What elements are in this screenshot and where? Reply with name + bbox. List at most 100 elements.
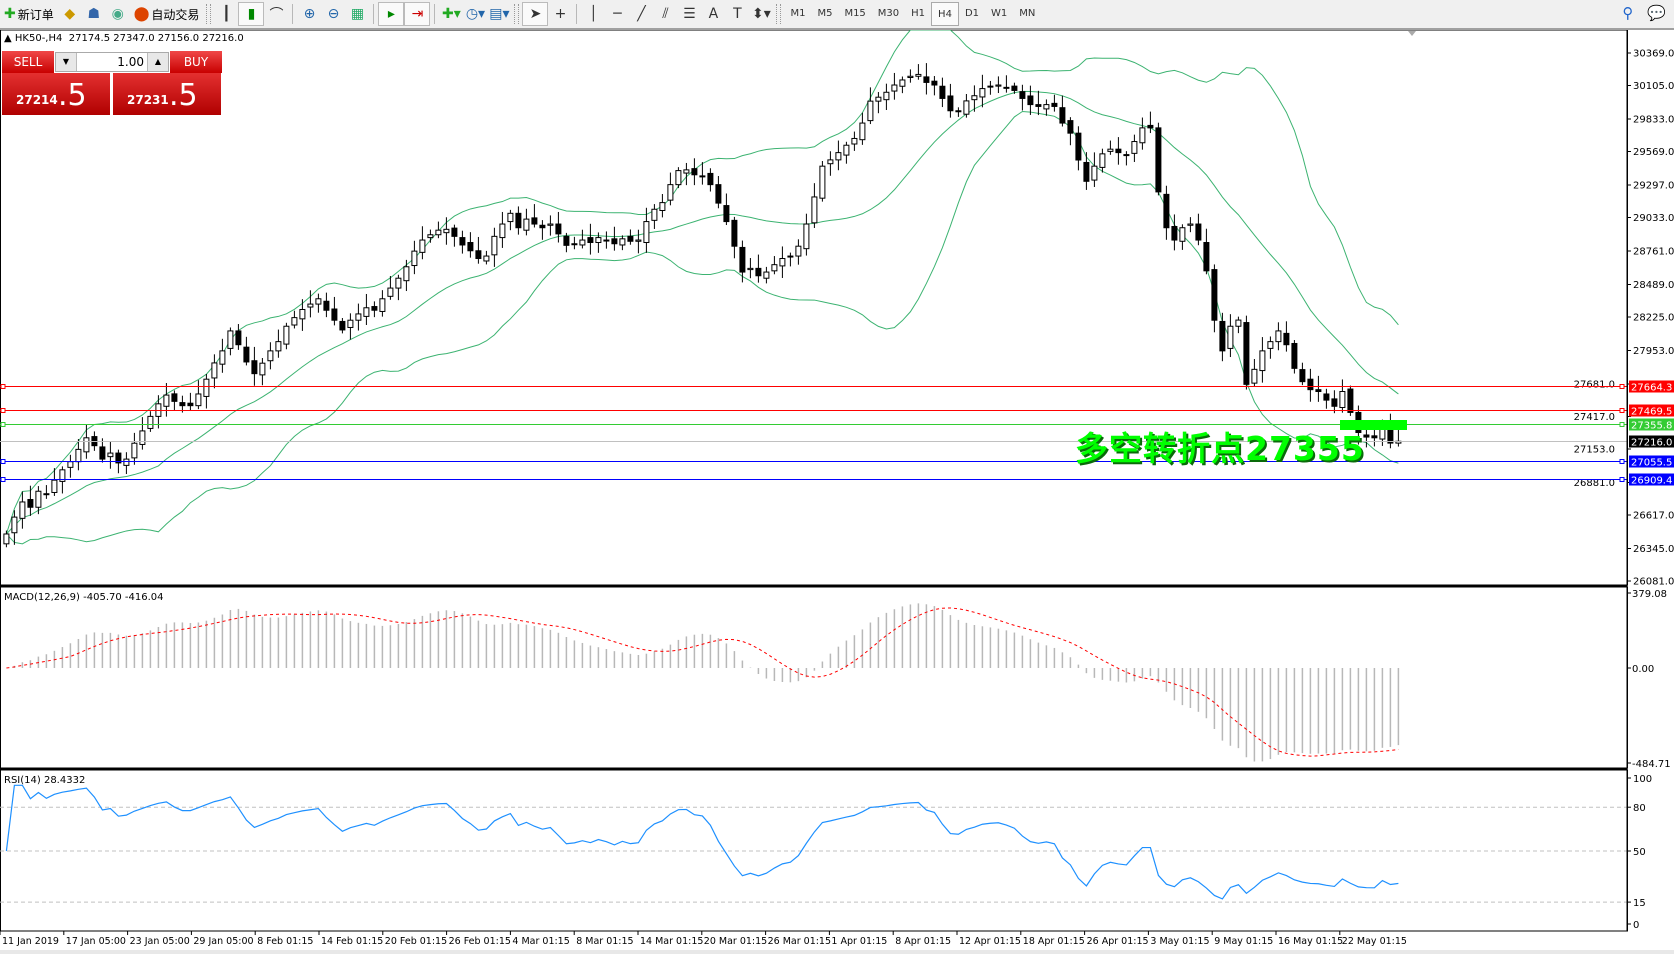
toolbar-grip — [514, 4, 520, 24]
lot-input[interactable] — [76, 53, 148, 71]
bull-candle — [395, 277, 402, 289]
fibonacci-icon[interactable]: ☰ — [683, 6, 696, 22]
chat-icon[interactable]: 💬 — [1647, 4, 1666, 22]
crosshair-icon[interactable]: + — [554, 6, 567, 22]
buy-price-button[interactable]: 27231 .5 — [113, 73, 221, 115]
vertical-line-icon[interactable]: │ — [589, 6, 598, 22]
bear-candle — [1243, 322, 1250, 385]
time-tick-label: 17 Jan 05:00 — [66, 936, 126, 947]
auto-scroll-icon[interactable]: ▸ — [378, 2, 405, 26]
lot-increase-button[interactable]: ▲ — [148, 53, 168, 71]
rsi-label: RSI(14) 28.4332 — [4, 775, 85, 786]
price-tick-label: 28225.0 — [1633, 313, 1674, 324]
bull-candle — [75, 448, 82, 463]
bear-candle — [1283, 332, 1290, 346]
timeframe-m1[interactable]: M1 — [790, 7, 806, 19]
bear-candle — [467, 242, 474, 252]
auto-trading-button[interactable]: ⬤ 自动交易 — [130, 2, 204, 26]
price-tick-label: 28761.0 — [1633, 247, 1674, 258]
bull-candle — [219, 350, 226, 365]
timeframe-d1[interactable]: D1 — [964, 7, 979, 19]
bull-candle — [1251, 368, 1258, 384]
timeframe-m15[interactable]: M15 — [844, 7, 866, 19]
bull-candle — [1267, 341, 1274, 349]
navigator-icon[interactable]: ☗ — [87, 6, 101, 22]
bull-candle — [59, 469, 66, 482]
price-tick-label: 27953.0 — [1633, 346, 1674, 357]
bear-candle — [1115, 148, 1122, 154]
sell-price-main: 27214 — [16, 93, 58, 107]
timeframe-mn[interactable]: MN — [1019, 7, 1036, 19]
tile-windows-icon[interactable]: ▦ — [350, 6, 365, 22]
bear-candle — [1059, 107, 1066, 124]
indicators-icon[interactable]: ✚▾ — [442, 6, 461, 22]
horizontal-line-icon[interactable]: ─ — [613, 6, 622, 22]
sell-button[interactable]: SELL — [2, 51, 54, 73]
time-tick-label: 9 May 01:15 — [1214, 936, 1273, 947]
bull-candle — [635, 239, 642, 242]
cursor-icon[interactable]: ➤ — [522, 2, 549, 26]
bear-candle — [1083, 161, 1090, 182]
templates-icon[interactable]: ▤▾ — [489, 6, 510, 22]
bull-candle — [107, 452, 114, 458]
timeframe-m30[interactable]: M30 — [877, 7, 900, 19]
time-tick-label: 3 May 01:15 — [1150, 936, 1209, 947]
bear-candle — [627, 235, 634, 242]
new-order-button[interactable]: ✚ 新订单 — [0, 2, 58, 26]
chart-shift-icon[interactable]: ⇥ — [404, 2, 431, 26]
timeframe-w1[interactable]: W1 — [991, 7, 1008, 19]
candlestick-icon[interactable]: ▮ — [238, 2, 265, 26]
zoom-out-icon[interactable]: ⊖ — [327, 6, 340, 22]
bull-candle — [843, 144, 850, 156]
bar-chart-icon[interactable]: ┃ — [222, 6, 231, 22]
separator — [576, 4, 578, 24]
bull-candle — [299, 308, 306, 320]
bull-candle — [523, 218, 530, 231]
bear-candle — [691, 168, 698, 176]
text-icon[interactable]: A — [708, 6, 719, 22]
buy-button[interactable]: BUY — [170, 51, 222, 73]
bear-candle — [555, 223, 562, 235]
bull-candle — [83, 437, 90, 453]
market-watch-icon[interactable]: ◆ — [64, 6, 76, 22]
bear-candle — [235, 330, 242, 346]
signals-icon[interactable]: ◉ — [111, 6, 124, 22]
bear-candle — [947, 95, 954, 112]
auto-trading-icon: ⬤ — [133, 6, 150, 22]
equidistant-channel-icon[interactable]: ⫽ — [662, 6, 669, 22]
line-chart-icon[interactable]: ⌒ — [269, 7, 284, 23]
new-order-icon: ✚ — [4, 6, 16, 22]
time-tick-label: 26 Apr 01:15 — [1087, 936, 1149, 947]
level-label: 27664.3 — [1631, 383, 1672, 394]
time-tick-label: 20 Mar 01:15 — [704, 936, 767, 947]
separator — [434, 4, 436, 24]
periods-icon[interactable]: ◷▾ — [465, 6, 486, 22]
bear-candle — [723, 205, 730, 223]
bear-candle — [1323, 393, 1330, 401]
macd-axis-label: -484.71 — [1632, 759, 1671, 770]
trendline-icon[interactable]: ╱ — [637, 6, 646, 22]
search-icon[interactable]: ⚲ — [1622, 4, 1634, 22]
price-tick-label: 29569.0 — [1633, 147, 1674, 158]
bull-candle — [1259, 350, 1266, 372]
timeframe-m5[interactable]: M5 — [817, 7, 833, 19]
collapse-icon[interactable]: ▲ — [4, 33, 12, 44]
bear-candle — [1195, 223, 1202, 241]
bull-candle — [571, 243, 578, 246]
time-tick-label: 4 Mar 01:15 — [512, 936, 569, 947]
timeframe-h1[interactable]: H1 — [911, 7, 926, 19]
bull-candle — [595, 237, 602, 244]
text-label-icon[interactable]: T — [733, 6, 742, 22]
arrows-icon[interactable]: ⬍▾ — [752, 6, 771, 22]
lot-decrease-button[interactable]: ▼ — [56, 53, 76, 71]
sell-price-button[interactable]: 27214 .5 — [2, 73, 110, 115]
pivot-annotation: 多空转折点27355 — [1075, 429, 1365, 468]
price-tick-label: 29297.0 — [1633, 181, 1674, 192]
bear-candle — [1219, 320, 1226, 352]
timeframe-h4[interactable]: H4 — [931, 2, 959, 26]
zoom-in-icon[interactable]: ⊕ — [303, 6, 316, 22]
bear-candle — [515, 212, 522, 229]
time-tick-label: 8 Apr 01:15 — [895, 936, 951, 947]
bear-candle — [1171, 226, 1178, 241]
